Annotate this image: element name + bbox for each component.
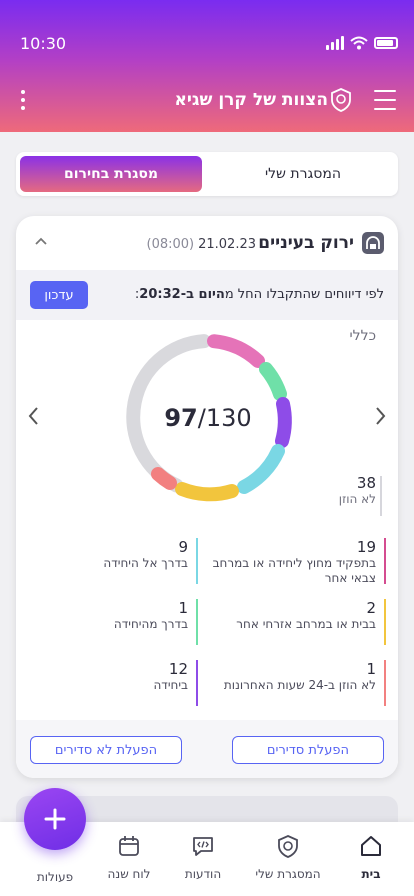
main-content: מסגרת בחירום המסגרת שלי ירוק בעיניים (08… <box>0 132 414 826</box>
update-text: לפי דיווחים שהתקבלו החל מהיום ב-20:32: <box>135 287 384 302</box>
update-bar: לפי דיווחים שהתקבלו החל מהיום ב-20:32: ע… <box>16 270 398 320</box>
status-card: ירוק בעיניים (08:00) 21.02.23 לפי דיווחים… <box>16 216 398 778</box>
collapse-chevron-icon[interactable] <box>34 234 48 248</box>
add-action-button[interactable] <box>24 788 86 850</box>
not-reported-label: לא הוזן <box>338 492 376 506</box>
activate-regulars-button[interactable]: הפעלת סדירים <box>232 736 384 764</box>
update-time: היום ב-20:32 <box>139 287 225 302</box>
update-prefix: לפי דיווחים שהתקבלו החל מ <box>224 287 384 302</box>
battery-icon <box>374 37 398 49</box>
donut-arc-in-unit <box>275 397 292 448</box>
nav-my-unit-label: המסגרת שלי <box>255 867 321 881</box>
stat-value: 1 <box>178 599 188 617</box>
reported-value: 97 <box>164 404 198 432</box>
stat-bar-stale <box>384 660 386 706</box>
stat-outside: 19 בתפקיד מחוץ ליחידה או במרחב צבאי אחר <box>196 538 376 586</box>
stat-value: 1 <box>366 660 376 678</box>
donut-arc-on-the-way <box>237 444 285 494</box>
card-header: ירוק בעיניים (08:00) 21.02.23 <box>16 216 398 270</box>
stat-home: 2 בבית או במרחב אזרחי אחר <box>196 599 376 632</box>
stat-bar-outside <box>384 538 386 584</box>
stat-label: לא הוזן ב-24 שעות האחרונות <box>223 678 376 692</box>
not-reported-value: 38 <box>356 474 376 492</box>
donut-arc-coming-back <box>259 362 287 401</box>
donut-arc-outside <box>207 334 265 368</box>
stat-bar-from-unit <box>196 599 198 645</box>
calendar-icon <box>119 836 139 856</box>
status-icons <box>326 36 398 50</box>
messages-icon <box>193 837 213 856</box>
home-icon <box>361 836 381 856</box>
stat-bar-home <box>384 599 386 645</box>
stat-label: בבית או במרחב אזרחי אחר <box>236 617 376 631</box>
stat-label: בתפקיד מחוץ ליחידה או במרחב צבאי אחר <box>212 556 376 585</box>
tab-emergency-frame[interactable]: מסגרת בחירום <box>20 156 202 192</box>
status-bar: 10:30 <box>20 34 398 54</box>
stat-stale: 1 לא הוזן ב-24 שעות האחרונות <box>196 660 376 693</box>
reported-count: 97/130 <box>120 404 296 432</box>
nav-home-label: בית <box>361 867 381 881</box>
shelter-icon <box>362 232 384 254</box>
card-title: ירוק בעיניים <box>258 233 354 253</box>
signal-icon <box>326 36 344 50</box>
donut-arc-home <box>175 482 239 502</box>
nav-home[interactable]: בית <box>336 834 406 881</box>
section-label: כללי <box>349 328 376 344</box>
not-reported-bar <box>380 476 382 516</box>
card-actions: הפעלת סדירים הפעלת לא סדירים <box>16 720 398 778</box>
stat-on-the-way: 9 בדרך אל היחידה <box>28 538 188 571</box>
prev-arrow-icon[interactable] <box>26 404 42 428</box>
unit-badge-icon <box>331 88 351 112</box>
stat-in-unit: 12 ביחידה <box>28 660 188 693</box>
status-donut-chart <box>126 334 292 502</box>
tab-my-frame[interactable]: המסגרת שלי <box>264 166 342 182</box>
plus-icon <box>44 808 66 830</box>
nav-calendar-label: לוח שנה <box>107 867 151 881</box>
stat-bar-in-unit <box>196 660 198 706</box>
unit-badge-icon <box>278 835 298 858</box>
stat-value: 9 <box>178 538 188 556</box>
card-time: (08:00) <box>146 237 195 252</box>
team-title: הצוות של קרן שגיא <box>174 90 328 110</box>
stat-value: 19 <box>356 538 376 556</box>
update-colon: : <box>134 287 140 302</box>
nav-calendar[interactable]: לוח שנה <box>94 834 164 881</box>
nav-actions-label[interactable]: פעולות <box>36 870 74 884</box>
activate-non-regulars-button[interactable]: הפעלת לא סדירים <box>30 736 182 764</box>
wifi-icon <box>350 36 368 50</box>
stat-label: בדרך אל היחידה <box>103 556 188 570</box>
status-time: 10:30 <box>20 34 67 53</box>
nav-my-unit[interactable]: המסגרת שלי <box>248 834 328 881</box>
frame-switcher: מסגרת בחירום המסגרת שלי <box>16 152 398 196</box>
stat-from-unit: 1 בדרך מהיחידה <box>28 599 188 632</box>
bottom-nav: בית המסגרת שלי הודעות לוח שנה פעולות <box>0 822 414 896</box>
total-value: /130 <box>197 404 252 432</box>
nav-messages[interactable]: הודעות <box>168 834 238 881</box>
stat-value: 12 <box>168 660 188 678</box>
stat-label: בדרך מהיחידה <box>113 617 188 631</box>
nav-messages-label: הודעות <box>184 867 222 881</box>
more-options-icon[interactable] <box>16 90 30 110</box>
menu-icon[interactable] <box>374 90 396 110</box>
donut-arc-stale <box>151 467 177 490</box>
stat-label: ביחידה <box>153 678 188 692</box>
app-header: 10:30 הצוות של קרן שגיא <box>0 0 414 132</box>
card-date-value: 21.02.23 <box>198 237 256 252</box>
stat-value: 2 <box>366 599 376 617</box>
stat-bar-on-the-way <box>196 538 198 584</box>
refresh-button[interactable]: עדכון <box>30 281 88 309</box>
card-date: (08:00) 21.02.23 <box>147 237 257 252</box>
not-reported-stat: 38 לא הוזן <box>256 474 376 506</box>
next-arrow-icon[interactable] <box>372 404 388 428</box>
top-bar: הצוות של קרן שגיא <box>0 84 414 116</box>
